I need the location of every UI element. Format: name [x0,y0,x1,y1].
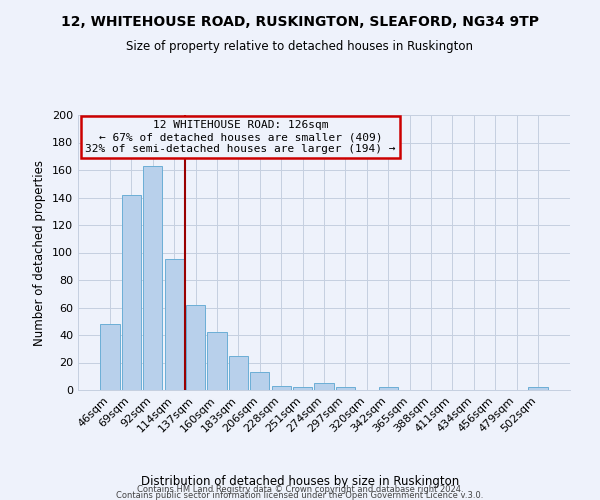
Bar [529,387,548,390]
Bar [143,166,163,390]
Bar [164,260,184,390]
Text: 12 WHITEHOUSE ROAD: 126sqm
← 67% of detached houses are smaller (409)
32% of sem: 12 WHITEHOUSE ROAD: 126sqm ← 67% of deta… [85,120,395,154]
Text: 12, WHITEHOUSE ROAD, RUSKINGTON, SLEAFORD, NG34 9TP: 12, WHITEHOUSE ROAD, RUSKINGTON, SLEAFOR… [61,15,539,29]
Text: Size of property relative to detached houses in Ruskington: Size of property relative to detached ho… [127,40,473,53]
Bar [293,387,312,390]
Y-axis label: Number of detached properties: Number of detached properties [34,160,46,346]
Bar [379,387,398,390]
Bar [229,356,248,390]
Bar [314,383,334,390]
Bar [336,387,355,390]
Bar [100,324,119,390]
Text: Contains public sector information licensed under the Open Government Licence v.: Contains public sector information licen… [116,491,484,500]
Bar [208,332,227,390]
Text: Contains HM Land Registry data © Crown copyright and database right 2024.: Contains HM Land Registry data © Crown c… [137,485,463,494]
Bar [272,386,291,390]
Bar [186,304,205,390]
Bar [122,194,141,390]
Bar [250,372,269,390]
Text: Distribution of detached houses by size in Ruskington: Distribution of detached houses by size … [141,474,459,488]
